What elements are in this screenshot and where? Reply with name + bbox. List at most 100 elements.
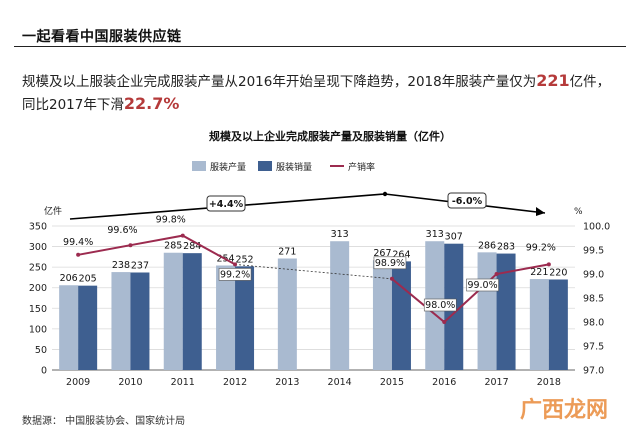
- y-left-tick-label: 350: [29, 222, 47, 233]
- rate-label: 99.2%: [526, 242, 556, 253]
- rate-point: [180, 233, 185, 238]
- bar-production-label: 286: [478, 240, 496, 251]
- y-left-tick-label: 100: [29, 324, 47, 335]
- bar-sales: [548, 279, 568, 370]
- bar-production: [277, 258, 297, 370]
- y-left-tick-label: 150: [29, 304, 47, 315]
- y-right-tick-label: 98.0: [583, 318, 604, 329]
- bar-production-label: 313: [331, 229, 349, 240]
- y-left-tick-label: 50: [35, 345, 47, 356]
- trend-annotation-down-box: [447, 192, 487, 209]
- bar-production-label: 313: [426, 229, 444, 240]
- bar-sales: [182, 253, 202, 370]
- footer-source: 数据源： 中国服装协会、国家统计局: [22, 416, 186, 427]
- bar-sales-label: 205: [79, 274, 97, 285]
- bar-sales: [391, 261, 411, 370]
- x-tick-label: 2010: [118, 377, 142, 388]
- rate-connector-dotted: [235, 264, 392, 280]
- y-left-tick-label: 300: [29, 242, 47, 253]
- bar-sales: [130, 272, 150, 370]
- rate-point: [389, 276, 394, 281]
- x-tick-label: 2011: [171, 377, 195, 388]
- rate-point: [494, 272, 499, 276]
- x-tick-label: 2018: [537, 377, 561, 388]
- bar-production-label: 267: [373, 248, 391, 259]
- bar-sales-label: 283: [497, 242, 515, 253]
- rate-line-segment: [77, 234, 236, 266]
- x-tick-label: 2017: [484, 377, 508, 388]
- x-tick-label: 2013: [275, 377, 299, 388]
- rate-point: [128, 243, 133, 248]
- y-left-axis-label: 亿件: [44, 205, 62, 217]
- x-tick-label: 2014: [328, 377, 352, 388]
- trend-annotation-down-label: -6.0%: [452, 196, 483, 207]
- rate-point: [442, 320, 447, 324]
- bar-production: [330, 241, 350, 370]
- summary-part1: 规模及以上服装企业完成服装产量从2016年开始呈现下降趋势，2018年服装产量仅…: [22, 74, 537, 90]
- bar-sales-label: 284: [183, 241, 201, 252]
- page-header: 一起看看中国服装供应链: [14, 6, 626, 47]
- bar-production-label: 238: [112, 260, 130, 271]
- x-tick-label: 2012: [223, 377, 247, 388]
- rate-label-box: [466, 278, 499, 292]
- bar-sales-label: 220: [549, 267, 567, 278]
- legend-production-swatch: [192, 161, 206, 171]
- y-left-tick-label: 0: [41, 366, 47, 377]
- bar-production: [216, 265, 236, 370]
- y-left-tick-label: 200: [29, 283, 47, 294]
- rate-label: 99.8%: [156, 215, 186, 226]
- y-right-axis-label: %: [574, 207, 583, 217]
- rate-label-box: [218, 268, 252, 281]
- bar-production-label: 271: [278, 247, 296, 258]
- bar-production-label: 285: [164, 241, 182, 252]
- rate-label: 98.0%: [425, 300, 455, 311]
- watermark: 广西龙网: [520, 398, 609, 423]
- chart-title: 规模及以上企业完成服装产量及服装销量（亿件）: [209, 129, 451, 143]
- bar-sales: [496, 253, 516, 370]
- rate-label: 99.4%: [63, 237, 93, 248]
- summary-part2: 亿件，同比2017年下滑: [22, 74, 611, 113]
- trend-annotation-up-box: [206, 195, 246, 212]
- rate-label: 99.6%: [107, 225, 137, 236]
- summary-text: 规模及以上服装企业完成服装产量从2016年开始呈现下降趋势，2018年服装产量仅…: [22, 70, 622, 116]
- rate-point: [233, 262, 238, 267]
- y-right-tick-label: 99.5: [583, 246, 604, 257]
- bar-production-label: 206: [60, 273, 78, 284]
- legend-rate-label: 产销率: [348, 161, 375, 173]
- rate-label-box: [423, 298, 457, 312]
- bar-production-label: 221: [530, 267, 548, 278]
- x-tick-label: 2009: [66, 377, 90, 388]
- y-right-tick-label: 97.0: [583, 366, 604, 377]
- legend-production-label: 服装产量: [210, 161, 246, 173]
- bar-production: [163, 252, 183, 370]
- rate-label-box: [373, 256, 407, 270]
- y-right-tick-label: 97.5: [583, 342, 604, 353]
- rate-line-segment: [391, 263, 550, 324]
- rate-label: 98.9%: [375, 258, 405, 269]
- bar-production: [59, 285, 79, 370]
- bar-sales-label: 237: [131, 260, 149, 271]
- bar-production: [111, 272, 131, 370]
- x-tick-label: 2015: [380, 377, 404, 388]
- x-tick-label: 2016: [432, 377, 456, 388]
- rate-point: [546, 262, 551, 267]
- bar-production: [477, 252, 497, 370]
- legend-sales-label: 服装销量: [276, 161, 312, 173]
- trend-annotation-up-label: +4.4%: [209, 199, 244, 210]
- bar-production: [372, 260, 392, 370]
- rate-point: [76, 252, 81, 257]
- rate-label: 99.0%: [467, 280, 497, 291]
- y-right-tick-label: 98.5: [583, 294, 604, 305]
- page-title: 一起看看中国服装供应链: [22, 29, 182, 45]
- summary-highlight-value1: 221: [536, 71, 570, 90]
- bar-sales: [235, 266, 255, 370]
- y-right-tick-label: 99.0: [583, 270, 604, 281]
- trend-peak-dot: [382, 191, 388, 197]
- bar-production: [529, 279, 549, 370]
- y-left-tick-label: 250: [29, 263, 47, 274]
- bar-sales-label: 264: [392, 249, 410, 260]
- legend-sales-swatch: [258, 161, 272, 171]
- summary-highlight-value2: 22.7%: [123, 94, 180, 113]
- trend-arrow-head: [536, 207, 545, 216]
